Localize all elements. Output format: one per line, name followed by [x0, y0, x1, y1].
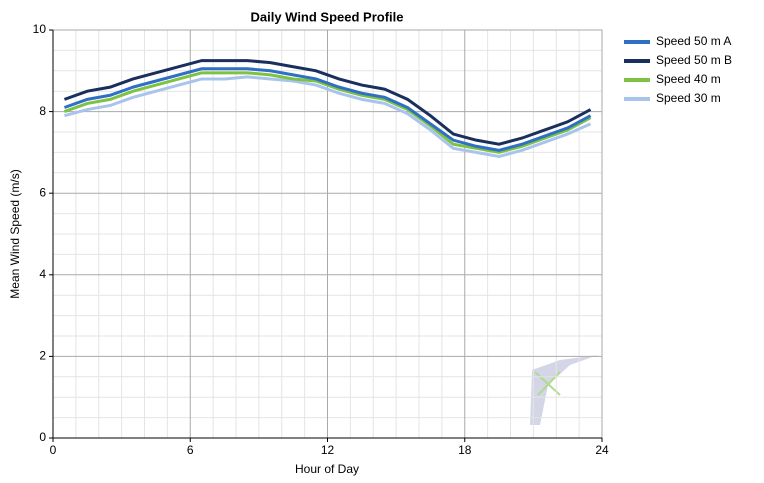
x-tick-label: 6 [187, 443, 194, 457]
y-tick-label: 2 [39, 349, 46, 363]
x-tick-label: 18 [458, 443, 472, 457]
y-tick-label: 10 [33, 22, 47, 36]
y-tick-label: 8 [39, 104, 46, 118]
legend-label: Speed 50 m B [656, 53, 732, 67]
y-tick-label: 4 [39, 267, 46, 281]
series-line [63, 59, 592, 146]
x-tick-label: 12 [321, 443, 335, 457]
x-axis-label: Hour of Day [295, 462, 359, 476]
y-tick-label: 6 [39, 185, 46, 199]
chart-title: Daily Wind Speed Profile [250, 9, 403, 24]
series-line [63, 67, 592, 152]
legend-label: Speed 30 m [656, 91, 721, 105]
legend-label: Speed 40 m [656, 72, 721, 86]
x-tick-label: 24 [595, 443, 609, 457]
x-tick-label: 0 [50, 443, 57, 457]
y-tick-label: 0 [39, 430, 46, 444]
series-line [63, 71, 592, 154]
series-line [64, 75, 592, 159]
y-axis-label: Mean Wind Speed (m/s) [8, 169, 22, 298]
legend-label: Speed 50 m A [656, 34, 731, 48]
